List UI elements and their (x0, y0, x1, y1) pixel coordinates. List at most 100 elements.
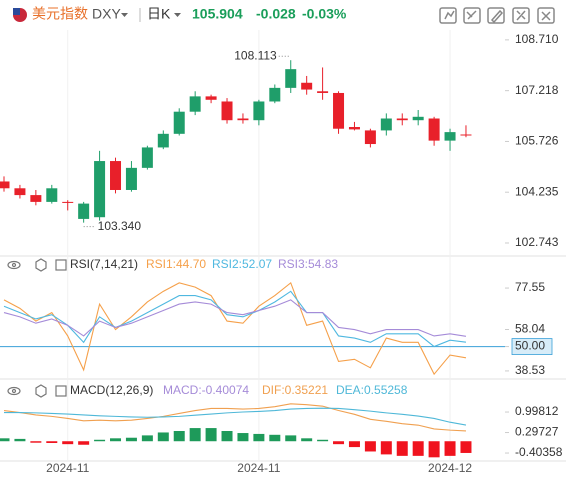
histogram-bar (221, 431, 233, 442)
period[interactable]: 日K (147, 6, 171, 22)
histogram-bar (94, 439, 106, 442)
candle-body (0, 181, 10, 189)
y-tick-label: 58.04 (515, 322, 545, 336)
box-icon[interactable] (55, 385, 67, 397)
y-tick-label: 77.55 (515, 280, 545, 294)
tool-icon (490, 9, 504, 24)
price: 105.904 (192, 6, 243, 22)
histogram-bar (0, 438, 10, 442)
symbol-name[interactable]: 美元指数 (32, 6, 88, 22)
histogram-bar (30, 441, 42, 443)
candle-body (94, 161, 106, 218)
top-bar: 美元指数 DXY 日K 105.904 -0.028 -0.03% (13, 6, 555, 24)
legend-entry: RSI3:54.83 (278, 257, 338, 271)
series-line (3, 403, 466, 432)
histogram-bar (412, 441, 424, 456)
histogram-bar (110, 438, 122, 442)
candle-body (253, 101, 265, 121)
x-tick-label: 2024-12 (428, 461, 472, 475)
y-tick-label: 102.743 (515, 235, 559, 249)
eye-pupil (11, 262, 17, 268)
histogram-bar (460, 441, 472, 453)
candle-body (62, 201, 74, 203)
histogram-bar (348, 441, 360, 448)
tool-icon (466, 10, 477, 20)
candle-body (317, 91, 329, 93)
candle-body (110, 161, 122, 190)
candle-body (348, 127, 360, 130)
macd-title: MACD(12,26,9) (70, 383, 153, 397)
gear-icon[interactable] (35, 384, 47, 398)
candle-body (14, 188, 26, 196)
y-tick-label: 0.99812 (515, 404, 559, 418)
candle-body (460, 134, 472, 136)
eye-icon[interactable] (7, 386, 21, 396)
candle-body (333, 92, 345, 129)
x-tick-label: 2024-11 (237, 461, 280, 475)
candle-body (173, 111, 185, 134)
box-icon[interactable] (55, 259, 67, 271)
candle-body (141, 147, 153, 168)
histogram-bar (364, 441, 376, 452)
histogram-bar (173, 431, 185, 442)
candle-body (237, 118, 249, 121)
rsi-tools (7, 258, 67, 272)
legend-entry: MACD:-0.40074 (163, 383, 249, 397)
candle-body (412, 116, 424, 121)
candle-body (396, 118, 408, 121)
histogram-bar (125, 437, 137, 442)
histogram-bar (428, 441, 440, 458)
dropdown-icon[interactable] (121, 13, 128, 17)
symbol-code[interactable]: DXY (92, 6, 121, 22)
rsi-title: RSI(7,14,21) (70, 257, 138, 271)
histogram-bar (269, 434, 281, 442)
candle-body (30, 195, 42, 202)
tool-icon (541, 11, 551, 21)
histogram-bar (62, 441, 74, 445)
y-tick-label: 50.00 (515, 339, 545, 353)
y-tick-label: 105.726 (515, 134, 559, 148)
tool-button[interactable] (463, 7, 481, 24)
tool-icon (444, 10, 455, 20)
tool-button[interactable] (537, 7, 555, 24)
legend-entry: DIF:0.35221 (262, 383, 328, 397)
series-line (3, 299, 467, 337)
histogram-bar (14, 438, 26, 442)
tool-button[interactable] (512, 7, 530, 24)
histogram-bar (333, 441, 345, 445)
series-line (4, 407, 467, 426)
histogram-bar (380, 441, 392, 455)
dropdown-icon[interactable] (174, 13, 181, 17)
eye-icon[interactable] (7, 260, 21, 270)
y-tick-label: -0.40358 (515, 445, 563, 459)
histogram-bar (189, 428, 201, 442)
y-tick-label: 107.218 (515, 83, 559, 97)
tool-button[interactable] (439, 7, 457, 24)
histogram-bar (237, 433, 249, 442)
candle-body (269, 87, 281, 102)
candle-body (221, 101, 233, 121)
series-line (3, 290, 467, 348)
candle-body (428, 118, 440, 141)
histogram-bar (157, 432, 169, 442)
gear-icon[interactable] (35, 258, 47, 272)
candle-body (380, 118, 392, 131)
histogram-bar (78, 441, 90, 445)
tool-button[interactable] (487, 7, 505, 24)
y-tick-label: 0.29727 (515, 425, 559, 439)
macd-tools (7, 384, 67, 398)
annotation: 108.113 (234, 48, 277, 62)
candle-body (205, 96, 217, 100)
histogram-bar (396, 441, 408, 456)
y-tick-label: 108.710 (515, 32, 559, 46)
eye-pupil (11, 388, 17, 394)
candle-body (444, 132, 456, 141)
y-tick-label: 104.235 (515, 184, 559, 198)
tool-icon (516, 10, 526, 21)
candle-body (157, 133, 169, 148)
candle-body (285, 69, 297, 88)
histogram-bar (141, 435, 153, 442)
candle-body (125, 167, 137, 190)
histogram-bar (285, 435, 297, 442)
candle-body (301, 82, 313, 90)
